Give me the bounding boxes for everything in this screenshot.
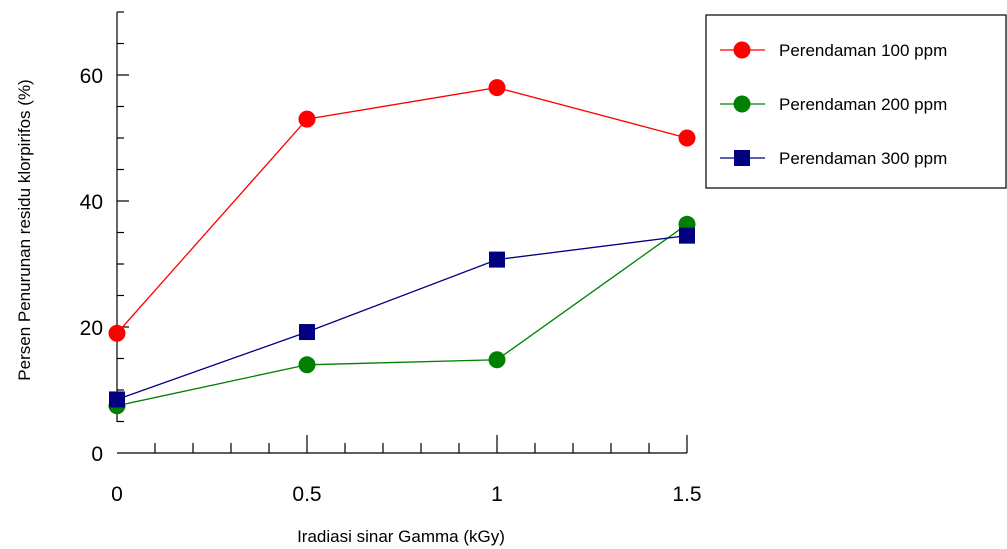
y-tick-label: 60: [80, 65, 103, 88]
legend-label-2: Perendaman 200 ppm: [779, 95, 947, 114]
x-tick-label: 0: [111, 483, 123, 506]
legend-label-3: Perendaman 300 ppm: [779, 149, 947, 168]
series-2-point: [298, 356, 316, 374]
series-1-point: [108, 324, 126, 342]
series-2-point: [488, 351, 506, 369]
series-line-2: [116, 223, 688, 407]
series-line-3: [116, 235, 688, 401]
legend-label-1: Perendaman 100 ppm: [779, 41, 947, 60]
y-tick-label: 20: [80, 317, 103, 340]
series-3-point: [679, 227, 695, 244]
legend-marker-2: [733, 95, 751, 113]
series-line-1: [116, 86, 688, 334]
x-tick-label: 1: [491, 483, 503, 506]
series-1-point: [488, 79, 506, 97]
legend-marker-1: [733, 41, 751, 59]
series-3-point: [109, 391, 125, 408]
legend-marker-3: [734, 150, 750, 166]
y-tick-label: 40: [80, 191, 103, 214]
legend-box: [705, 14, 1007, 189]
x-axis-label: Iradiasi sinar Gamma (kGy): [297, 527, 505, 546]
series-3-point: [299, 324, 315, 341]
x-tick-label: 1.5: [672, 483, 701, 506]
data-series: [108, 79, 696, 415]
tick-labels: 0 20 40 60 0 0.5 1 1.5: [80, 65, 702, 506]
series-1-point: [678, 129, 696, 147]
series-1-point: [298, 110, 316, 128]
series-3-point: [489, 251, 505, 268]
y-axis-label: Persen Penurunan residu klorpirifos (%): [15, 79, 34, 380]
axes: [116, 12, 687, 454]
x-tick-label: 0.5: [292, 483, 321, 506]
legend: Perendaman 100 ppm Perendaman 200 ppm Pere…: [705, 14, 1007, 189]
y-tick-label: 0: [91, 443, 103, 466]
